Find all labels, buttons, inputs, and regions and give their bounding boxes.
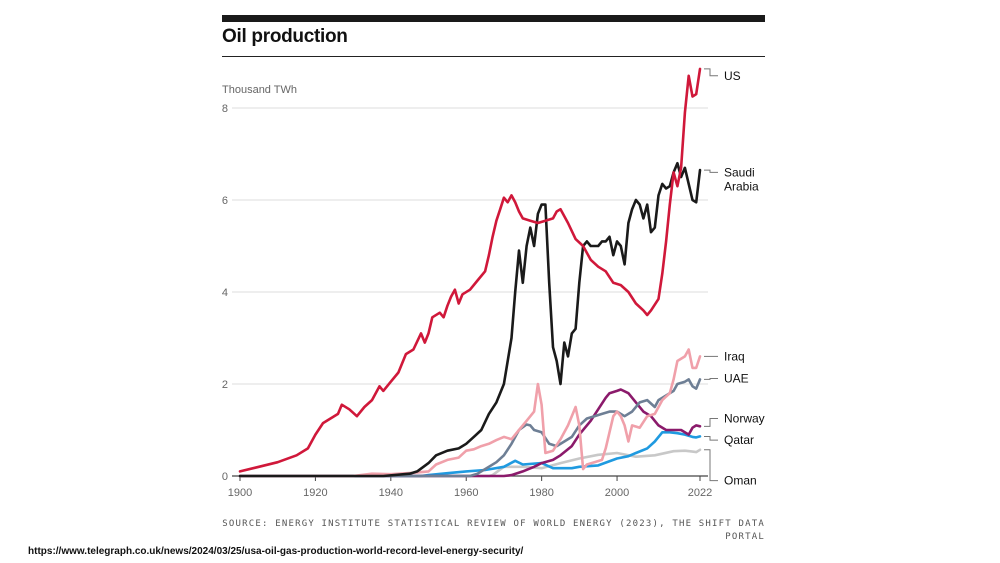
series-leader-line: [704, 418, 718, 427]
series-label-us: US: [724, 69, 741, 83]
x-tick-label: 2000: [605, 487, 629, 499]
x-tick-label: 1900: [228, 487, 252, 499]
series-leader-line: [704, 377, 718, 380]
series-line-iraq: [238, 348, 702, 478]
x-tick-label: 2022: [688, 487, 712, 499]
y-tick-label: 2: [222, 379, 228, 391]
y-tick-label: 0: [222, 471, 228, 483]
series-label-norway: Norway: [724, 412, 765, 426]
series-line-qatar: [238, 431, 702, 478]
series-line-oman: [238, 448, 702, 478]
chart-title: Oil production: [222, 26, 348, 47]
series-leader-line: [704, 169, 718, 173]
title-divider: [222, 56, 765, 57]
x-tick-label: 1960: [454, 487, 478, 499]
x-tick-label: 1920: [303, 487, 327, 499]
series-leader-line: [704, 68, 718, 77]
series-line-us: [238, 67, 702, 473]
source-note: SOURCE: ENERGY INSTITUTE STATISTICAL REV…: [222, 519, 765, 542]
y-tick-label: 4: [222, 287, 228, 299]
series-label-saudi-arabia: Arabia: [724, 179, 759, 193]
series-leader-line: [704, 449, 718, 482]
x-tick-label: 1940: [379, 487, 403, 499]
y-axis-label: Thousand TWh: [222, 84, 297, 96]
series-leader-line: [704, 435, 718, 441]
series-line-uae: [238, 378, 702, 478]
series-label-uae: UAE: [724, 371, 749, 385]
series-label-oman: Oman: [724, 474, 757, 488]
source-url[interactable]: https://www.telegraph.co.uk/news/2024/03…: [28, 546, 524, 557]
series-label-iraq: Iraq: [724, 349, 745, 363]
series-label-qatar: Qatar: [724, 433, 754, 447]
header-bar: [222, 15, 765, 22]
x-tick-label: 1980: [529, 487, 553, 499]
y-tick-label: 6: [222, 195, 228, 207]
series-line-norway: [238, 388, 702, 478]
series-line-saudi-arabia: [238, 161, 702, 478]
series-label-saudi-arabia: Saudi: [724, 165, 755, 179]
y-tick-label: 8: [222, 103, 228, 115]
